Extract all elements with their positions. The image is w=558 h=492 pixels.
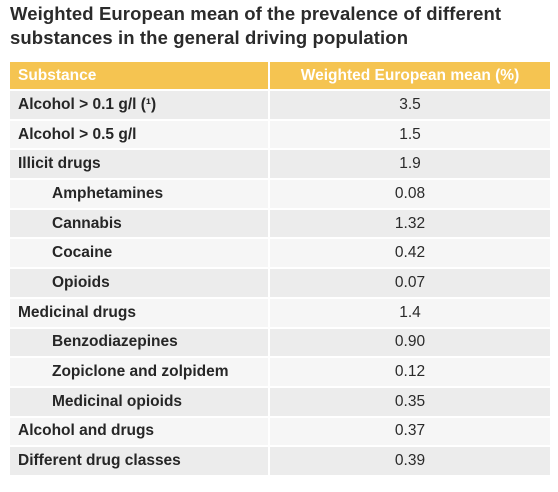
substance-cell: Medicinal drugs xyxy=(10,298,268,329)
substance-cell: Different drug classes xyxy=(10,447,268,477)
table-header-row: Substance Weighted European mean (%) xyxy=(10,62,550,91)
weighted-mean-cell: 1.5 xyxy=(268,120,550,151)
substance-cell: Cannabis xyxy=(10,209,268,240)
column-header-substance: Substance xyxy=(10,62,268,91)
substance-cell: Benzodiazepines xyxy=(10,328,268,359)
substance-cell: Medicinal opioids xyxy=(10,387,268,418)
table-row: Medicinal drugs 1.4 xyxy=(10,298,550,329)
table-title: Weighted European mean of the prevalence… xyxy=(10,3,502,48)
weighted-mean-cell: 1.4 xyxy=(268,298,550,329)
table-row: Zopiclone and zolpidem 0.12 xyxy=(10,358,550,388)
weighted-mean-cell: 0.35 xyxy=(268,387,550,418)
weighted-mean-cell: 0.08 xyxy=(268,180,550,210)
weighted-mean-cell: 0.07 xyxy=(268,269,550,299)
weighted-mean-cell: 1.9 xyxy=(268,150,550,181)
weighted-mean-cell: 1.32 xyxy=(268,209,550,240)
table-row: Illicit drugs 1.9 xyxy=(10,150,550,181)
table-body: Alcohol > 0.1 g/l (¹) 3.5 Alcohol > 0.5 g/… xyxy=(10,91,550,477)
substance-cell: Cocaine xyxy=(10,239,268,270)
table-row: Cocaine 0.42 xyxy=(10,239,550,270)
table-row: Opioids 0.07 xyxy=(10,269,550,299)
substance-cell: Alcohol and drugs xyxy=(10,417,268,448)
substance-cell: Opioids xyxy=(10,269,268,299)
table-row: Alcohol > 0.5 g/l 1.5 xyxy=(10,120,550,151)
table-row: Amphetamines 0.08 xyxy=(10,180,550,210)
table-row: Medicinal opioids 0.35 xyxy=(10,387,550,418)
substance-cell: Alcohol > 0.1 g/l (¹) xyxy=(10,91,268,121)
substance-cell: Alcohol > 0.5 g/l xyxy=(10,120,268,151)
substance-cell: Illicit drugs xyxy=(10,150,268,181)
column-header-weighted-mean: Weighted European mean (%) xyxy=(268,62,550,91)
table-row: Alcohol > 0.1 g/l (¹) 3.5 xyxy=(10,91,550,121)
table-row: Benzodiazepines 0.90 xyxy=(10,328,550,359)
table-row: Alcohol and drugs 0.37 xyxy=(10,417,550,448)
prevalence-table: Substance Weighted European mean (%) Alc… xyxy=(10,62,550,477)
table-row: Different drug classes 0.39 xyxy=(10,447,550,477)
weighted-mean-cell: 0.39 xyxy=(268,447,550,477)
weighted-mean-cell: 0.90 xyxy=(268,328,550,359)
weighted-mean-cell: 3.5 xyxy=(268,91,550,121)
weighted-mean-cell: 0.42 xyxy=(268,239,550,270)
table-row: Cannabis 1.32 xyxy=(10,209,550,240)
weighted-mean-cell: 0.37 xyxy=(268,417,550,448)
substance-cell: Zopiclone and zolpidem xyxy=(10,358,268,388)
substance-cell: Amphetamines xyxy=(10,180,268,210)
weighted-mean-cell: 0.12 xyxy=(268,358,550,388)
